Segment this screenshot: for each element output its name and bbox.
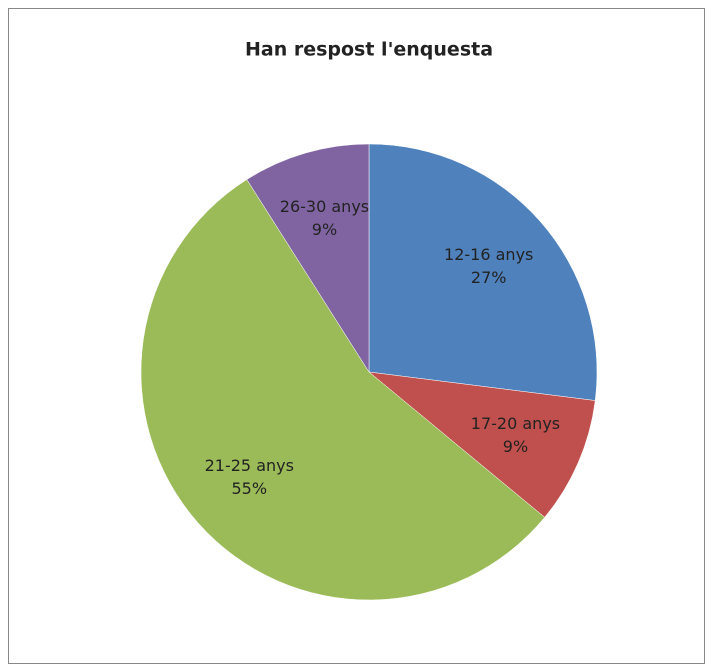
- slice-value-label: 9%: [503, 437, 528, 456]
- slice-category-label: 26-30 anys: [280, 197, 369, 216]
- slice-value-label: 27%: [471, 268, 507, 287]
- slice-value-label: 55%: [232, 479, 268, 498]
- slice-category-label: 17-20 anys: [471, 414, 560, 433]
- pie-slice: [368, 371, 596, 518]
- pie-slice: [140, 179, 546, 601]
- slice-category-label: 21-25 anys: [205, 456, 294, 475]
- slice-value-label: 9%: [312, 220, 337, 239]
- slice-category-label: 12-16 anys: [444, 245, 533, 264]
- pie-slice: [246, 143, 370, 373]
- pie-slice: [368, 143, 598, 401]
- chart-title: Han respost l'enquesta: [245, 39, 493, 61]
